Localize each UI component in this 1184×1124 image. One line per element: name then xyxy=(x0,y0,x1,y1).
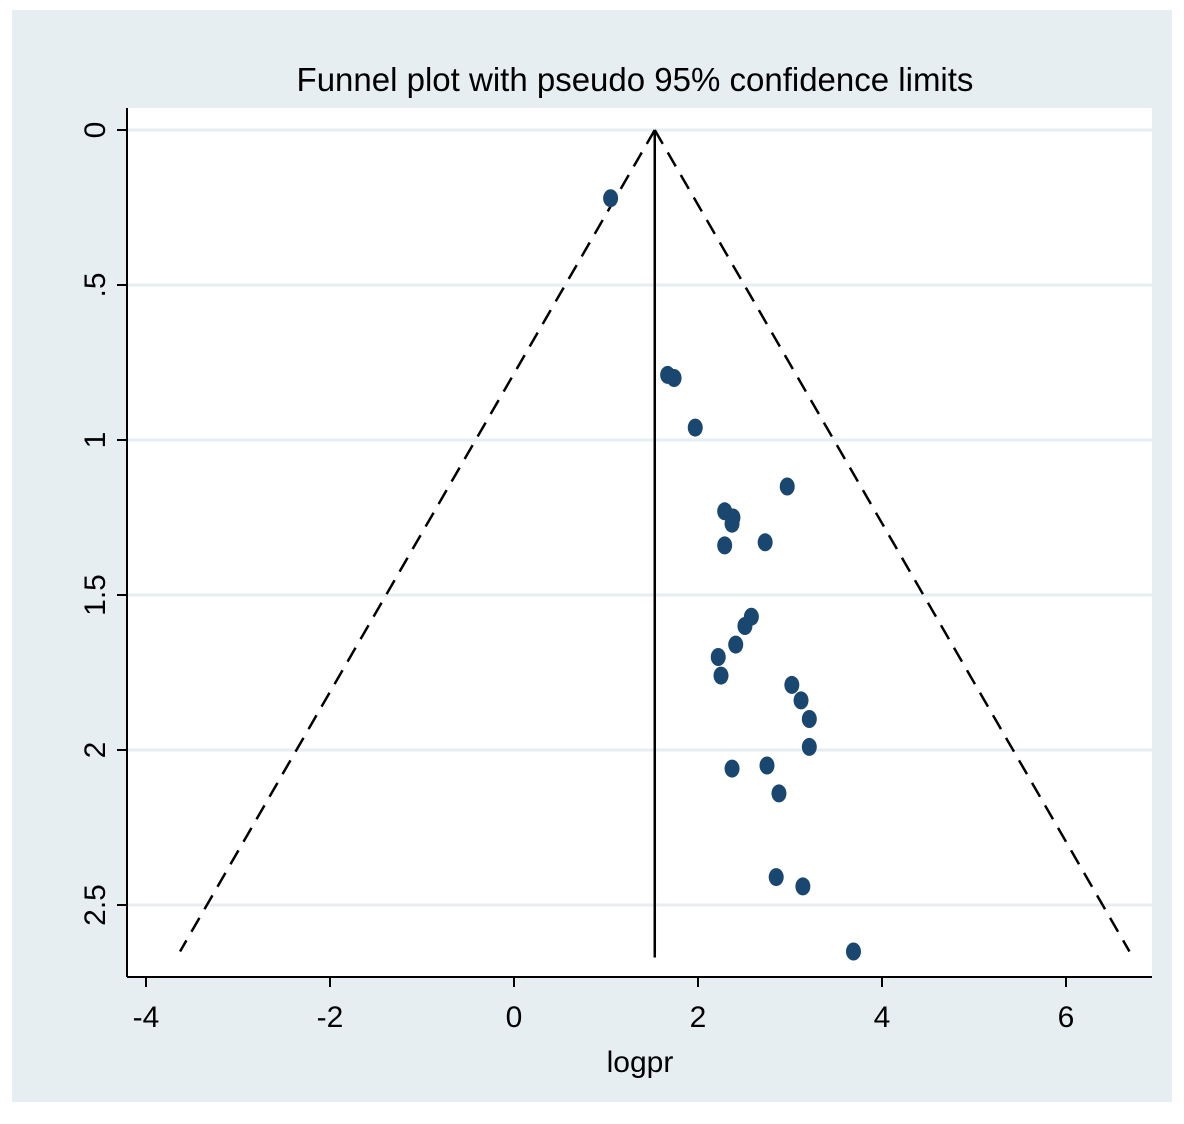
data-point xyxy=(757,533,773,552)
data-point xyxy=(687,418,703,437)
x-tick-label: -2 xyxy=(317,1001,344,1034)
y-tick-label: 2 xyxy=(79,742,112,759)
data-point xyxy=(724,759,740,778)
data-point xyxy=(795,877,811,896)
x-tick-label: 0 xyxy=(506,1001,523,1034)
data-point xyxy=(768,868,784,887)
x-tick-label: -4 xyxy=(133,1001,160,1034)
gridlines xyxy=(127,128,1152,907)
x-tick-label: 2 xyxy=(690,1001,707,1034)
chart-title: Funnel plot with pseudo 95% confidence l… xyxy=(297,61,974,98)
data-point xyxy=(737,617,753,635)
y-tick-label: 1.5 xyxy=(79,574,112,616)
data-point xyxy=(793,691,809,710)
x-tick-label: 6 xyxy=(1058,1001,1075,1034)
funnel-right-limit xyxy=(653,129,1131,953)
data-point xyxy=(801,737,817,756)
data-point xyxy=(845,942,861,961)
data-point xyxy=(771,784,787,803)
data-point xyxy=(713,666,729,685)
data-points xyxy=(603,189,861,961)
y-tick-label: 0 xyxy=(79,122,112,139)
y-tick-label: .5 xyxy=(79,272,112,297)
data-point xyxy=(784,675,800,694)
data-point xyxy=(724,514,740,533)
data-point xyxy=(710,648,726,666)
funnel-left-limit xyxy=(178,129,656,953)
data-point xyxy=(759,756,775,775)
data-point xyxy=(717,536,733,555)
data-point xyxy=(728,635,744,654)
x-axis-title: logpr xyxy=(607,1046,674,1079)
plot-area xyxy=(127,108,1152,977)
x-tick-label: 4 xyxy=(874,1001,891,1034)
data-point xyxy=(779,477,795,496)
funnel-lines xyxy=(178,129,1131,958)
y-tick-label: 2.5 xyxy=(79,884,112,926)
axes: 0 .5 1 1.5 2 2.5 -4 -2 0 2 4 6 xyxy=(79,108,1152,1034)
data-point xyxy=(666,369,682,387)
data-point xyxy=(603,189,619,208)
y-tick-label: 1 xyxy=(79,432,112,449)
data-point xyxy=(801,710,817,728)
